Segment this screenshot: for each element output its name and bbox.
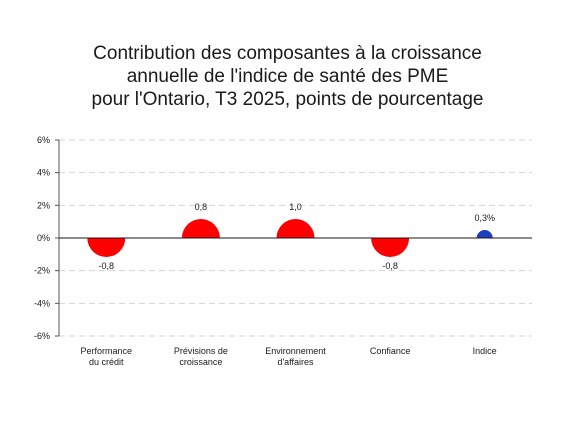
y-tick-label: -2% — [34, 266, 50, 276]
data-point — [87, 238, 126, 257]
x-tick-label: Performance — [81, 346, 133, 356]
y-tick-label: 0% — [37, 233, 50, 243]
x-tick-label: Indice — [473, 346, 497, 356]
y-tick-label: -6% — [34, 331, 50, 341]
data-point — [371, 238, 410, 257]
data-label: -0,8 — [99, 261, 115, 271]
chart-title: Contribution des composantes à la croiss… — [0, 42, 575, 111]
data-label: 1,0 — [289, 202, 302, 212]
data-label: 0,3% — [474, 213, 495, 223]
y-tick-label: 2% — [37, 200, 50, 210]
x-tick-label: d'affaires — [277, 357, 314, 367]
data-point — [276, 219, 315, 238]
y-tick-label: 4% — [37, 168, 50, 178]
y-tick-label: 6% — [37, 135, 50, 145]
x-tick-label: Environnement — [265, 346, 326, 356]
data-point — [476, 230, 493, 238]
chart-title-line-2: annuelle de l'indice de santé des PME — [126, 66, 449, 87]
data-point — [181, 219, 220, 238]
data-label: -0,8 — [382, 261, 398, 271]
x-tick-label: Prévisions de — [174, 346, 228, 356]
chart-title-line-1: Contribution des composantes à la croiss… — [93, 43, 482, 64]
x-tick-label: croissance — [179, 357, 222, 367]
x-tick-label: du crédit — [89, 357, 124, 367]
chart-title-line-3: pour l'Ontario, T3 2025, points de pourc… — [91, 89, 484, 110]
x-tick-label: Confiance — [370, 346, 411, 356]
data-label: 0,8 — [195, 202, 208, 212]
y-tick-label: -4% — [34, 298, 50, 308]
